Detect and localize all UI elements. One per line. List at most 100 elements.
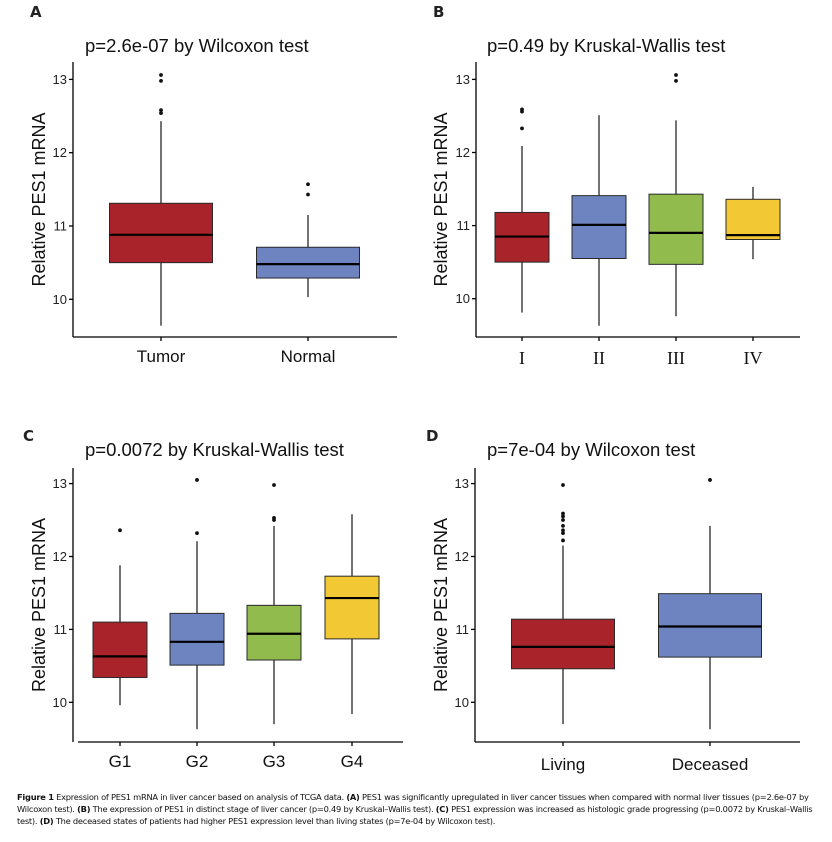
box-group-deceased: Deceased (658, 478, 762, 774)
caption-figure-label: Figure 1 (17, 792, 54, 802)
y-tick-label: 10 (53, 695, 67, 710)
caption-label-b: (B) (77, 804, 91, 815)
outlier-point (159, 111, 163, 116)
caption-label-c: (C) (435, 804, 449, 815)
outlier-point (561, 511, 565, 516)
box-group-i: I (494, 107, 550, 368)
box-group-g2: G2 (169, 478, 225, 771)
caption-label-d: (D) (39, 816, 54, 827)
y-tick-label: 11 (457, 218, 471, 233)
iqr-box (571, 195, 627, 259)
caption-text-c: PES1 expression was increased as histolo… (17, 804, 813, 827)
iqr-box (324, 575, 380, 640)
iqr-box (648, 193, 704, 265)
outlier-point (561, 483, 565, 487)
box-group-iv: IV (725, 186, 781, 368)
figure-canvas: Ap=2.6e-07 by Wilcoxon test Relative PES1… (23, 3, 800, 774)
outlier-point (561, 523, 565, 528)
box-group-ii: II (571, 115, 627, 368)
y-axis-label: Relative PES1 mRNA (29, 518, 49, 692)
iqr-box (725, 198, 781, 240)
box-group-normal: Normal (256, 182, 360, 366)
x-tick-label: G4 (341, 752, 364, 771)
caption-text-a: PES1 was significantly upregulated in li… (17, 792, 809, 815)
outlier-point (306, 182, 310, 187)
caption-intro: Expression of PES1 mRNA in liver cancer … (56, 792, 344, 802)
caption-text-d: The deceased states of patients had high… (55, 816, 496, 827)
outlier-point (561, 528, 565, 533)
outlier-point (159, 73, 163, 77)
outlier-point (561, 531, 565, 536)
outlier-point (674, 78, 678, 83)
y-tick-label: 13 (456, 72, 470, 87)
outlier-point (272, 518, 276, 522)
outlier-point (520, 109, 524, 114)
box-group-g1: G1 (92, 528, 148, 771)
y-tick-label: 12 (456, 145, 470, 160)
outlier-point (708, 478, 712, 482)
outlier-point (561, 514, 565, 519)
y-tick-label: 13 (53, 476, 67, 491)
outlier-point (195, 531, 199, 536)
caption-label-a: (A) (346, 792, 360, 802)
iqr-box (256, 246, 360, 279)
chart-title: p=2.6e-07 by Wilcoxon test (85, 35, 309, 56)
x-tick-label: IV (744, 348, 763, 368)
y-tick-label: 10 (455, 695, 469, 710)
y-tick-label: 10 (53, 292, 67, 307)
y-tick-label: 11 (54, 219, 68, 234)
chart-title: p=7e-04 by Wilcoxon test (487, 439, 695, 460)
x-tick-label: I (519, 348, 525, 368)
x-tick-label: G1 (109, 752, 132, 771)
outlier-point (561, 518, 565, 522)
y-tick-label: 11 (54, 622, 68, 637)
x-tick-label: G3 (263, 752, 286, 771)
panel-label: B (433, 3, 444, 21)
chart-title: p=0.49 by Kruskal-Wallis test (487, 35, 725, 56)
iqr-box (169, 612, 225, 666)
y-tick-label: 12 (53, 145, 67, 160)
panel-c: Cp=0.0072 by Kruskal-Wallis test Relative… (23, 427, 403, 771)
x-tick-label: Normal (281, 347, 336, 366)
y-tick-label: 13 (53, 72, 67, 87)
panel-d: Dp=7e-04 by Wilcoxon test Relative PES1 m… (426, 427, 800, 774)
x-tick-label: II (593, 348, 605, 368)
y-tick-label: 10 (456, 291, 470, 306)
y-tick-label: 13 (455, 476, 469, 491)
outlier-point (272, 483, 276, 487)
panel-label: D (426, 427, 438, 445)
panel-b: Bp=0.49 by Kruskal-Wallis test Relative P… (431, 3, 800, 368)
box-group-tumor: Tumor (109, 73, 213, 366)
y-axis-label: Relative PES1 mRNA (29, 112, 49, 286)
box-group-living: Living (511, 483, 615, 774)
outlier-point (561, 538, 565, 543)
panel-label: C (23, 427, 34, 445)
caption-text-b: The expression of PES1 in distinct stage… (92, 804, 434, 815)
panel-label: A (30, 3, 42, 21)
y-tick-label: 12 (53, 549, 67, 564)
iqr-box (92, 621, 148, 679)
y-axis-label: Relative PES1 mRNA (431, 112, 451, 286)
y-axis-label: Relative PES1 mRNA (431, 518, 451, 692)
x-tick-label: Tumor (137, 347, 186, 366)
figure-caption: Figure 1 Expression of PES1 mRNA in live… (17, 791, 817, 828)
outlier-point (520, 126, 524, 131)
x-tick-label: G2 (186, 752, 209, 771)
box-group-iii: III (648, 73, 704, 368)
x-tick-label: Deceased (672, 755, 749, 774)
box-group-g3: G3 (246, 483, 302, 771)
x-tick-label: III (667, 348, 685, 368)
outlier-point (674, 73, 678, 77)
box-group-g4: G4 (324, 514, 380, 771)
outlier-point (159, 108, 163, 113)
y-tick-label: 12 (455, 549, 469, 564)
outlier-point (306, 192, 310, 197)
x-tick-label: Living (541, 755, 585, 774)
outlier-point (195, 478, 199, 482)
panel-a: Ap=2.6e-07 by Wilcoxon test Relative PES1… (29, 3, 397, 366)
y-tick-label: 11 (456, 622, 470, 637)
outlier-point (118, 528, 122, 533)
chart-title: p=0.0072 by Kruskal-Wallis test (85, 439, 344, 460)
iqr-box (109, 202, 213, 264)
iqr-box (511, 618, 615, 670)
